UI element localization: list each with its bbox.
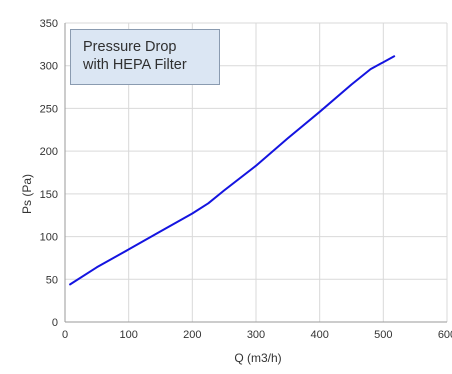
x-tick-label: 0 <box>62 329 68 341</box>
x-tick-label: 300 <box>247 329 265 341</box>
chart-annotation-box: Pressure Drop with HEPA Filter <box>70 29 220 85</box>
annotation-line-2: with HEPA Filter <box>83 57 187 73</box>
tick-labels: 0 50 100 150 200 250 300 350 0 100 200 300 400 500 600 <box>40 18 452 341</box>
y-tick-label: 150 <box>40 189 58 201</box>
data-series <box>69 55 396 286</box>
series-line <box>69 55 396 286</box>
x-tick-label: 500 <box>374 329 392 341</box>
x-tick-label: 100 <box>119 329 137 341</box>
y-tick-label: 350 <box>40 18 58 30</box>
y-tick-label: 100 <box>40 232 58 244</box>
annotation-line-1: Pressure Drop <box>83 39 177 55</box>
y-tick-label: 50 <box>46 274 58 286</box>
x-axis-label: Q (m3/h) <box>234 351 281 365</box>
x-tick-label: 600 <box>438 329 452 341</box>
y-tick-label: 250 <box>40 103 58 115</box>
y-tick-label: 300 <box>40 61 58 73</box>
y-tick-label: 0 <box>52 317 58 329</box>
x-tick-label: 400 <box>310 329 328 341</box>
axes <box>64 23 447 323</box>
y-axis-label: Ps (Pa) <box>20 174 34 214</box>
x-tick-label: 200 <box>183 329 201 341</box>
y-tick-label: 200 <box>40 146 58 158</box>
